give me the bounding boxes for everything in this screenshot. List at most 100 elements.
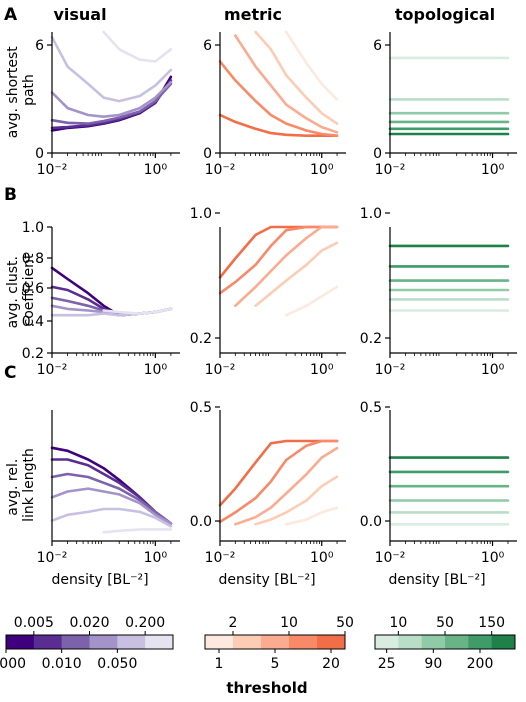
series-line <box>50 79 173 130</box>
row-letter-b: B <box>4 185 17 205</box>
series-line <box>50 82 173 125</box>
panel-a-topological: 10⁻² 10⁰ 0 6 <box>373 32 517 178</box>
colorbars: 0.005 0.020 0.200 0.000 0.010 0.050 2 10 50 1 5 20 1… <box>0 615 516 672</box>
colorbar-segment <box>491 635 516 649</box>
series-line <box>234 34 339 134</box>
colorbar-top-label: 50 <box>336 615 354 631</box>
y-tick-label: 0 <box>35 146 44 162</box>
colorbar-segment <box>205 635 234 649</box>
series-line <box>284 285 339 317</box>
colorbar-segment <box>33 635 63 649</box>
colorbar-bottom-label: 5 <box>271 656 280 672</box>
y-tick-label: 0.2 <box>190 331 212 347</box>
colorbar-top-label: 10 <box>389 615 407 631</box>
colorbar-bottom-label: 0.000 <box>0 656 26 672</box>
column-title-topological: topological <box>395 5 495 24</box>
series-line <box>254 30 339 125</box>
y-tick-label: 0.8 <box>22 251 44 267</box>
x-tick-label: 10⁰ <box>144 162 168 178</box>
colorbar-segment <box>289 635 318 649</box>
y-tick-label: 6 <box>203 38 212 54</box>
series-line <box>218 60 339 137</box>
series-line <box>218 113 339 137</box>
panel-b-topological: 10⁻² 10⁰ 0.2 1.0 <box>360 206 517 378</box>
colorbar-top-label: 2 <box>229 615 238 631</box>
y-tick-label: 1.0 <box>360 206 382 222</box>
colorbar-segment <box>421 635 446 649</box>
x-tick-label: 10⁻² <box>205 550 236 566</box>
ylabel-c-line1: avg. rel. <box>5 459 21 516</box>
colorbar-topological: 10 50 150 25 90 200 <box>374 615 516 672</box>
y-tick-label: 0.5 <box>360 400 382 416</box>
colorbar-bottom-label: 90 <box>424 656 442 672</box>
legend-title: threshold <box>226 679 307 697</box>
y-tick-label: 0.6 <box>22 281 44 297</box>
series-line <box>254 475 339 526</box>
panel-c-metric: 10⁻² 10⁰ 0.0 0.5 <box>190 400 346 566</box>
colorbar-bottom-label: 200 <box>467 656 494 672</box>
y-tick-label: 0 <box>373 146 382 162</box>
colorbar-segment <box>261 635 290 649</box>
colorbar-top-label: 50 <box>436 615 454 631</box>
y-tick-label: 0.0 <box>360 514 382 530</box>
series-line <box>218 439 339 524</box>
colorbar-segment <box>398 635 423 649</box>
colorbar-segment <box>61 635 90 649</box>
series-line <box>102 307 173 315</box>
colorbar-bottom-label: 0.010 <box>42 656 82 672</box>
colorbar-top-label: 0.200 <box>125 615 165 631</box>
ylabel-a-line1: avg. shortest <box>5 46 21 139</box>
x-tick-label: 10⁰ <box>144 550 168 566</box>
colorbar-segment <box>317 635 346 649</box>
y-tick-label: 6 <box>373 38 382 54</box>
y-tick-label: 0.5 <box>190 400 212 416</box>
panel-c-visual: 10⁻² 10⁰ <box>37 410 180 566</box>
panels: 10⁻² 10⁰ 0 6 10⁻² 10⁰ 0 6 10⁻² 10⁰ 0 6 10⁻² 10⁰ 0.2 0.4… <box>22 30 517 566</box>
colorbar-top-label: 10 <box>280 615 298 631</box>
series-line <box>284 30 339 101</box>
y-tick-label: 0 <box>203 146 212 162</box>
xlabels: density [BL⁻²] density [BL⁻²] density [B… <box>51 572 485 588</box>
colorbar-segment <box>375 635 399 649</box>
xlabel-visual: density [BL⁻²] <box>51 572 148 588</box>
x-tick-label: 10⁻² <box>375 362 406 378</box>
y-tick-label: 6 <box>35 38 44 54</box>
row-letter-c: C <box>4 363 16 383</box>
colorbar-segment <box>6 635 35 649</box>
series-line <box>218 225 339 295</box>
panel-b-visual: 10⁻² 10⁰ 0.2 0.4 0.6 0.8 1.0 <box>22 220 180 378</box>
xlabel-metric: density [BL⁻²] <box>218 572 315 588</box>
x-tick-label: 10⁻² <box>37 550 68 566</box>
column-title-metric: metric <box>224 5 282 24</box>
ylabel-c-line2: link length <box>21 448 37 522</box>
colorbar-metric: 2 10 50 1 5 20 <box>204 615 354 672</box>
x-tick-label: 10⁰ <box>481 162 505 178</box>
y-tick-label: 0.0 <box>190 514 212 530</box>
series-line <box>218 439 339 507</box>
y-tick-label: 0.4 <box>22 314 44 330</box>
colorbar-bottom-label: 25 <box>378 656 396 672</box>
x-tick-label: 10⁰ <box>310 362 334 378</box>
x-tick-label: 10⁻² <box>205 362 236 378</box>
series-line <box>234 225 339 308</box>
ylabel-b-line1: avg. clust. <box>5 256 21 328</box>
x-tick-label: 10⁻² <box>375 550 406 566</box>
x-tick-label: 10⁰ <box>144 362 168 378</box>
x-tick-label: 10⁰ <box>310 550 334 566</box>
series-line <box>50 80 173 118</box>
x-tick-label: 10⁻² <box>37 162 68 178</box>
column-title-visual: visual <box>53 5 106 24</box>
series-line <box>284 506 339 526</box>
panel-a-metric: 10⁻² 10⁰ 0 6 <box>203 30 346 178</box>
series-line <box>50 35 173 103</box>
colorbar-segment <box>89 635 118 649</box>
series-line <box>234 446 339 526</box>
series-line <box>50 472 173 525</box>
x-tick-label: 10⁻² <box>37 362 68 378</box>
colorbar-segment <box>233 635 262 649</box>
series-line <box>102 528 173 534</box>
x-tick-label: 10⁰ <box>481 550 505 566</box>
colorbar-top-label: 0.005 <box>14 615 54 631</box>
panel-a-visual: 10⁻² 10⁰ 0 6 <box>35 30 180 178</box>
